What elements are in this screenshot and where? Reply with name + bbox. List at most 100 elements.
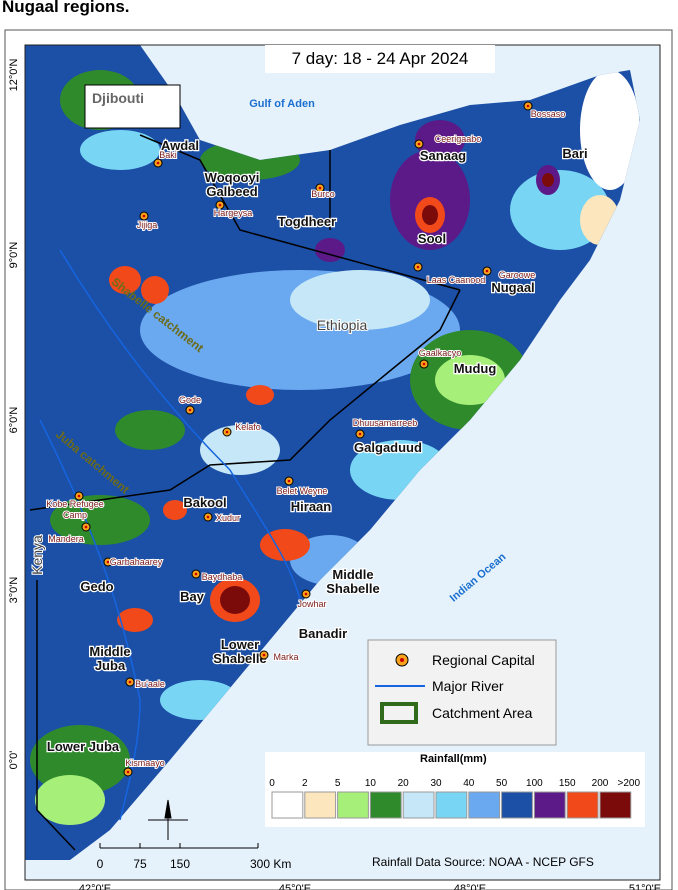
region-label: Awdal: [161, 138, 199, 153]
town-dot: [142, 214, 146, 218]
region-label-line: Bari: [562, 146, 587, 161]
town-label: Hargeysa: [214, 208, 253, 218]
region-label-line: Gedo: [80, 579, 113, 594]
rainfall-scale: 0 2 5 10 20 30 40 50 100 150 200 >200: [269, 778, 640, 819]
region-label-line: Shabelle: [326, 581, 379, 596]
rainfall-break: 150: [559, 778, 576, 789]
town-dot: [106, 560, 110, 564]
town-label: Xudur: [216, 513, 240, 523]
scale-tick: 75: [133, 857, 147, 871]
town-label: Belet Weyne: [277, 486, 328, 496]
rainfall-swatch: [402, 791, 435, 819]
region-label-line: Woqooyi: [205, 170, 260, 185]
town-label: Jijiga: [137, 220, 158, 230]
scale-tick: 300 Km: [250, 857, 291, 871]
town-label-line: Garbahaarey: [110, 557, 163, 567]
town-label-line: Jowhar: [297, 599, 326, 609]
town-label-line: Belet Weyne: [277, 486, 328, 496]
town-label: Gaalkacyo: [419, 348, 462, 358]
town-dot: [304, 592, 308, 596]
region-label-line: Middle: [332, 567, 373, 582]
rainfall-swatch: [271, 791, 304, 819]
town-label: Kobe Refugee Camp: [46, 499, 104, 520]
legend-capital-dot: [400, 658, 404, 662]
town-dot: [358, 432, 362, 436]
town-dot: [262, 653, 266, 657]
town-dot: [84, 525, 88, 529]
rainfall-break: 5: [335, 778, 341, 789]
town-label-line: Garoowe: [499, 270, 536, 280]
region-label: Bari: [562, 146, 587, 161]
title-bg: [265, 45, 495, 73]
town-label-line: Baki: [159, 150, 177, 160]
lon-label: 45°0'E: [279, 883, 311, 890]
town-dot: [126, 770, 130, 774]
legend-catchment-symbol: [380, 702, 418, 724]
town-dot: [318, 186, 322, 190]
region-label: Banadir: [299, 626, 347, 641]
town-label: Marka: [273, 652, 298, 662]
region-label-line: Togdheer: [278, 214, 336, 229]
town-dot: [422, 362, 426, 366]
rainfall-break: 50: [496, 778, 508, 789]
lon-label: 48°0'E: [454, 883, 486, 890]
region-label: Bay: [180, 589, 205, 604]
town-label-line: Kismaayo: [125, 758, 165, 768]
town-dot: [526, 104, 530, 108]
region-label: Sool: [418, 231, 446, 246]
town-dot: [485, 269, 489, 273]
rainfall-swatch: [599, 791, 632, 819]
lon-label: 51°0'E: [629, 883, 661, 890]
town-label: Garoowe: [499, 270, 536, 280]
lat-label: 3°0'N: [8, 577, 20, 604]
region-label: Bakool: [183, 495, 226, 510]
town-label-line: Bu'aale: [135, 679, 165, 689]
rainfall-swatch: [337, 791, 369, 819]
town-dot: [206, 515, 210, 519]
scale-tick: 0: [97, 857, 104, 871]
lat-label: 0°0': [8, 751, 20, 770]
rainfall-swatch: [468, 791, 501, 819]
town-label: Baydhaba: [202, 572, 243, 582]
region-label-line: Juba: [95, 658, 126, 673]
region-label-line: Lower: [221, 637, 259, 652]
region-label-line: Nugaal: [491, 280, 534, 295]
town-dot: [156, 161, 160, 165]
scale-tick: 150: [170, 857, 190, 871]
region-label-line: Sanaag: [420, 148, 466, 163]
town-label-line: Kelafo: [235, 422, 261, 432]
rainfall-break: 200: [592, 778, 609, 789]
region-label-line: Mudug: [454, 361, 497, 376]
legend-label: Regional Capital: [432, 652, 535, 668]
town-label-line: Bossaso: [531, 109, 566, 119]
town-label-line: Gaalkacyo: [419, 348, 462, 358]
rainfall-swatch: [369, 791, 402, 819]
djibouti-area: [84, 84, 181, 129]
region-label: Mudug: [454, 361, 497, 376]
region-label: Lower Juba: [47, 739, 120, 754]
rainfall-swatch: [501, 791, 533, 819]
town-dot: [128, 680, 132, 684]
rainfall-swatch: [533, 791, 566, 819]
town-label-line: Xudur: [216, 513, 240, 523]
region-label-line: Sool: [418, 231, 446, 246]
town-label: Kismaayo: [125, 758, 165, 768]
region-label-line: Awdal: [161, 138, 199, 153]
rainfall-break: 100: [526, 778, 543, 789]
town-label-line: Gode: [179, 395, 201, 405]
rainfall-title: Rainfall(mm): [420, 753, 487, 765]
town-label: Gode: [179, 395, 201, 405]
region-label-line: Banadir: [299, 626, 347, 641]
region-label-line: Bakool: [183, 495, 226, 510]
rainfall-break: 2: [302, 778, 308, 789]
town-label: Bu'aale: [135, 679, 165, 689]
region-label: Hiraan: [291, 499, 332, 514]
town-dot: [287, 479, 291, 483]
region-label: Sanaag: [420, 148, 466, 163]
lon-label: 42°0'E: [79, 883, 111, 890]
data-source: Rainfall Data Source: NOAA - NCEP GFS: [372, 855, 594, 869]
town-dot: [218, 203, 222, 207]
region-label: Lower Shabelle: [213, 637, 266, 666]
town-label-line: Burco: [311, 189, 335, 199]
